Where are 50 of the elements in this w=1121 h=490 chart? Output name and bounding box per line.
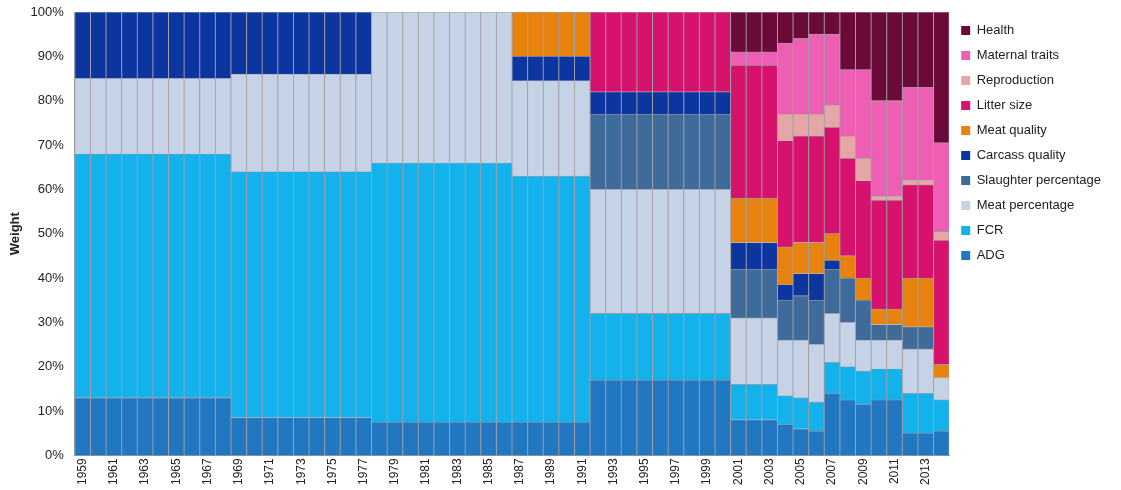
y-tick-label: 80% [37,92,65,108]
x-tick-label: 1993 [605,457,620,486]
y-tick-label: 10% [37,402,65,418]
x-tick-label: 1995 [637,457,652,486]
x-tick-label: 1985 [480,457,495,486]
x-tick-label: 1989 [543,457,558,486]
legend-label: ADG [976,247,1005,263]
x-tick-label: 1983 [449,457,464,486]
legend-label: Litter size [976,97,1033,113]
x-tick-label: 2001 [730,457,745,486]
x-tick-label: 1965 [168,457,183,486]
y-tick-label: 90% [37,47,65,63]
y-tick-label: 30% [37,313,65,329]
legend-label: Maternal traits [976,47,1060,63]
x-tick-label: 2007 [824,457,839,486]
y-tick-label: 0% [45,446,65,462]
x-tick-label: 1973 [293,457,308,486]
legend-label: Meat quality [976,122,1048,138]
x-tick-label: 1977 [356,457,371,486]
x-tick-label: 1997 [668,457,683,486]
x-tick-label: 2013 [918,457,933,486]
legend-label: Slaughter percentage [976,172,1101,188]
x-tick-label: 1987 [512,457,527,486]
x-tick-label: 1991 [574,457,589,486]
x-tick-label: 1959 [74,457,89,486]
x-tick-label: 1967 [199,457,214,486]
x-tick-label: 1981 [418,457,433,486]
legend-label: Health [976,22,1015,38]
x-tick-label: 1961 [106,457,121,486]
x-tick-label: 1975 [324,457,339,486]
legend-label: Reproduction [976,72,1055,88]
x-tick-label: 1969 [231,457,246,486]
legend-label: Meat percentage [976,197,1075,213]
x-tick-label: 2003 [761,457,776,486]
x-tick-label: 2005 [793,457,808,486]
y-tick-label: 60% [37,180,65,196]
x-tick-label: 1979 [387,457,402,486]
y-tick-label: 40% [37,269,65,285]
x-tick-label: 2011 [886,457,901,485]
legend-label: FCR [976,222,1004,238]
y-tick-label: 100% [30,3,65,19]
y-tick-label: 50% [37,225,65,241]
x-tick-label: 1971 [262,457,277,486]
legend-label: Carcass quality [976,147,1067,163]
y-axis-title: Weight [7,211,23,256]
x-tick-label: 1963 [137,457,152,486]
x-tick-label: 1999 [699,457,714,486]
y-tick-label: 70% [37,136,65,152]
y-tick-label: 20% [37,358,65,374]
x-tick-label: 2009 [855,457,870,486]
